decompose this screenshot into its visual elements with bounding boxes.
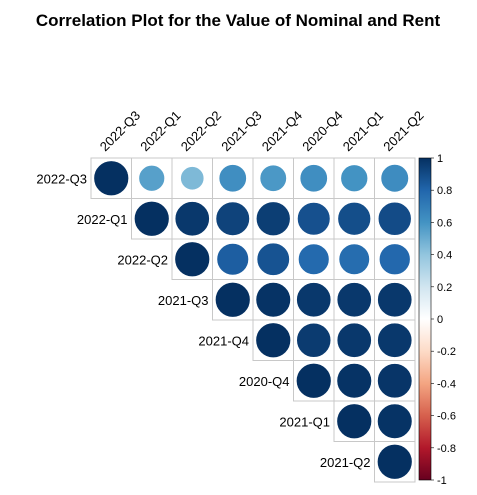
corr-circle-2020-Q4-2021-Q1 bbox=[336, 362, 373, 399]
corr-circle-2022-Q1-2020-Q4 bbox=[296, 201, 331, 236]
corr-circle-2021-Q3-2021-Q4 bbox=[255, 281, 292, 318]
row-label: 2020-Q4 bbox=[239, 374, 290, 389]
circle-layer bbox=[93, 160, 413, 480]
corr-circle-2021-Q4-2021-Q1 bbox=[336, 322, 372, 358]
colorbar-gradient bbox=[418, 157, 432, 481]
corr-circle-2022-Q3-2021-Q2 bbox=[380, 163, 410, 193]
corr-circle-2022-Q1-2021-Q3 bbox=[215, 201, 251, 237]
column-label: 2021-Q2 bbox=[380, 108, 426, 154]
column-label: 2020-Q4 bbox=[299, 108, 345, 154]
corr-circle-2020-Q4-2020-Q4 bbox=[295, 362, 332, 399]
chart-title: Correlation Plot for the Value of Nomina… bbox=[36, 11, 441, 30]
colorbar-tick-label: -1 bbox=[437, 475, 447, 487]
corr-circle-2021-Q3-2020-Q4 bbox=[296, 282, 332, 318]
corr-circle-2022-Q1-2022-Q2 bbox=[174, 201, 210, 237]
colorbar: 1 0.8 0.6 0.4 0.2 0 -0.2 -0.4 -0.6 -0.8 -1 bbox=[418, 153, 456, 487]
column-label: 2022-Q1 bbox=[137, 108, 183, 154]
colorbar-tick-label: 0.4 bbox=[437, 250, 452, 262]
corr-circle-2022-Q2-2021-Q3 bbox=[216, 242, 250, 276]
row-label: 2022-Q3 bbox=[36, 171, 87, 186]
colorbar-tick-label: -0.6 bbox=[437, 411, 456, 423]
corr-circle-2021-Q2-2021-Q2 bbox=[376, 443, 413, 480]
colorbar-tick-label: 0.6 bbox=[437, 217, 452, 229]
column-label: 2021-Q4 bbox=[259, 108, 305, 154]
corr-circle-2022-Q1-2022-Q1 bbox=[133, 200, 170, 237]
row-label: 2021-Q4 bbox=[198, 333, 249, 348]
colorbar-tick-label: -0.4 bbox=[437, 378, 456, 390]
corr-circle-2021-Q3-2021-Q2 bbox=[377, 282, 413, 318]
column-label: 2021-Q1 bbox=[340, 108, 386, 154]
row-label: 2021-Q3 bbox=[158, 293, 209, 308]
corr-circle-2022-Q2-2021-Q2 bbox=[378, 243, 411, 276]
corr-circle-2021-Q4-2021-Q2 bbox=[377, 322, 413, 358]
corr-circle-2022-Q3-2020-Q4 bbox=[299, 164, 328, 193]
corr-circle-2021-Q3-2021-Q1 bbox=[336, 282, 372, 318]
colorbar-tick-label: 0.2 bbox=[437, 282, 452, 294]
corr-circle-2022-Q2-2020-Q4 bbox=[297, 243, 330, 276]
corr-circle-2021-Q4-2020-Q4 bbox=[296, 322, 332, 358]
corr-circle-2022-Q2-2021-Q4 bbox=[256, 242, 290, 276]
corr-circle-2022-Q3-2021-Q3 bbox=[218, 164, 247, 193]
corr-circle-2020-Q4-2021-Q2 bbox=[377, 363, 413, 399]
colorbar-tick-label: 0 bbox=[437, 314, 443, 326]
corr-circle-2022-Q2-2022-Q2 bbox=[174, 241, 211, 278]
corr-circle-2021-Q4-2021-Q4 bbox=[255, 322, 292, 359]
corr-circle-2021-Q3-2021-Q3 bbox=[214, 281, 251, 318]
corr-circle-2021-Q1-2021-Q2 bbox=[376, 403, 413, 440]
column-label: 2021-Q3 bbox=[218, 108, 264, 154]
corr-circle-2022-Q3-2022-Q2 bbox=[180, 166, 205, 191]
row-label: 2022-Q1 bbox=[77, 212, 128, 227]
corr-circle-2022-Q1-2021-Q1 bbox=[337, 201, 372, 236]
corr-circle-2022-Q3-2022-Q3 bbox=[93, 160, 130, 197]
colorbar-tick-label: -0.8 bbox=[437, 443, 456, 455]
row-label: 2022-Q2 bbox=[117, 252, 168, 267]
corr-circle-2022-Q3-2021-Q4 bbox=[259, 164, 287, 192]
colorbar-tick-label: -0.2 bbox=[437, 346, 456, 358]
corr-circle-2022-Q1-2021-Q2 bbox=[377, 201, 412, 236]
corr-circle-2022-Q2-2021-Q1 bbox=[338, 243, 371, 276]
colorbar-tick-label: 1 bbox=[437, 153, 443, 165]
colorbar-tick-label: 0.8 bbox=[437, 185, 452, 197]
corr-circle-2022-Q3-2021-Q1 bbox=[340, 164, 369, 193]
row-label: 2021-Q1 bbox=[279, 414, 330, 429]
row-label: 2021-Q2 bbox=[320, 455, 371, 470]
corr-circle-2022-Q1-2021-Q4 bbox=[255, 201, 291, 237]
column-label: 2022-Q3 bbox=[97, 108, 143, 154]
corr-circle-2021-Q1-2021-Q1 bbox=[336, 403, 373, 440]
column-label: 2022-Q2 bbox=[178, 108, 224, 154]
corr-circle-2022-Q3-2022-Q1 bbox=[138, 164, 166, 192]
